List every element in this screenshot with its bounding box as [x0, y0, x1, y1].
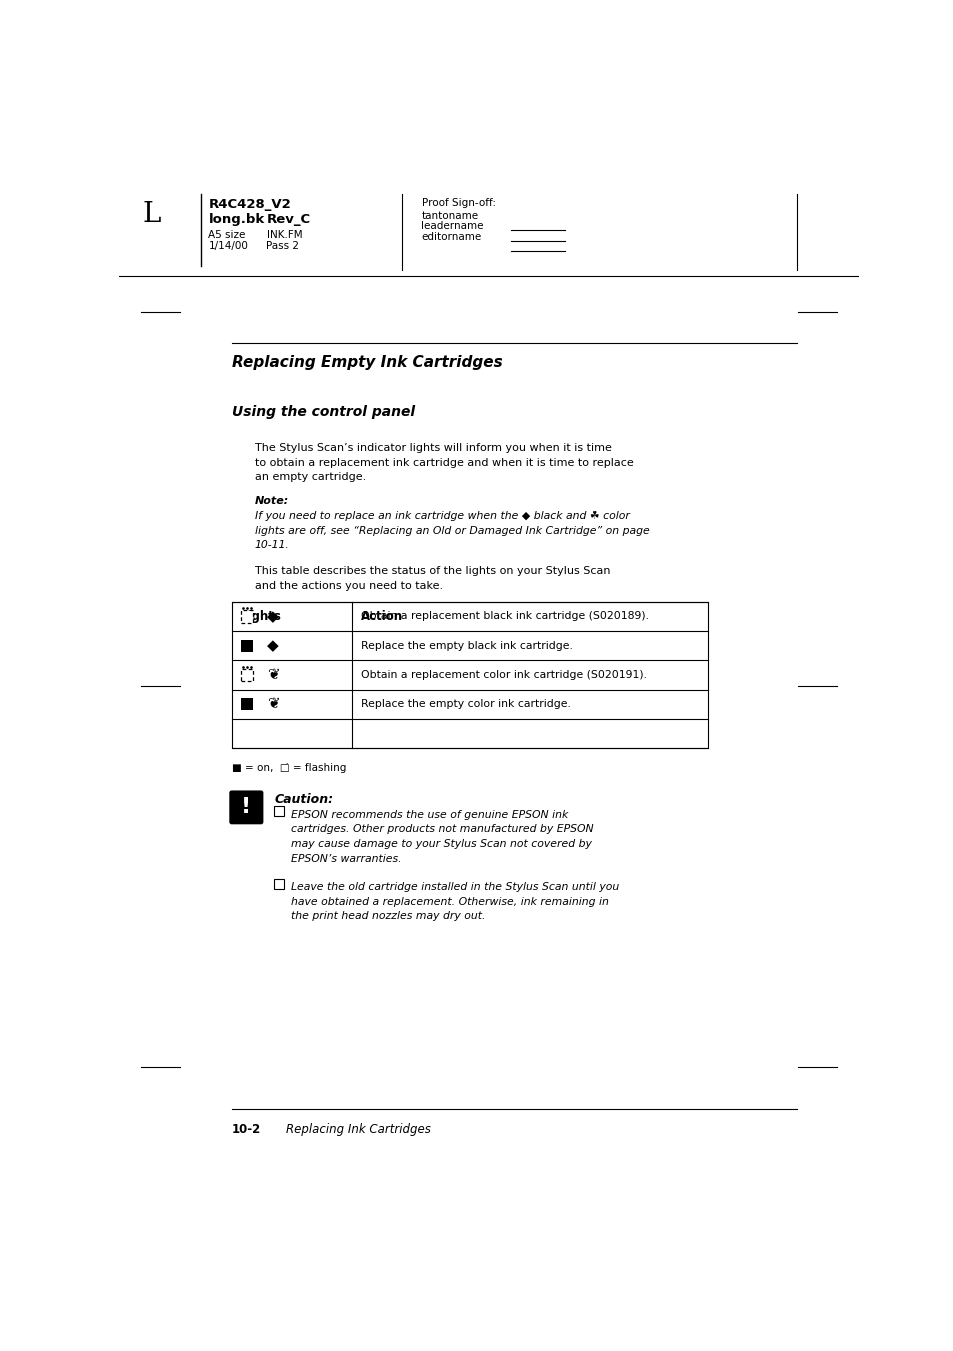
Text: Rev_C: Rev_C [266, 213, 311, 226]
Bar [232, 601, 707, 748]
Text: Using the control panel: Using the control panel [232, 405, 415, 419]
Text: Leave the old cartridge installed in the Stylus Scan until you: Leave the old cartridge installed in the… [291, 882, 618, 892]
Text: an empty cartridge.: an empty cartridge. [254, 473, 366, 482]
Bar [241, 639, 253, 651]
Text: to obtain a replacement ink cartridge and when it is time to replace: to obtain a replacement ink cartridge an… [254, 458, 633, 467]
Text: Replace the empty black ink cartridge.: Replace the empty black ink cartridge. [360, 640, 573, 651]
Text: 10-2: 10-2 [232, 1123, 260, 1136]
Text: the print head nozzles may dry out.: the print head nozzles may dry out. [291, 912, 485, 921]
Text: Obtain a replacement black ink cartridge (S020189).: Obtain a replacement black ink cartridge… [360, 612, 648, 621]
Text: Replace the empty color ink cartridge.: Replace the empty color ink cartridge. [360, 700, 570, 709]
Text: Pass 2: Pass 2 [266, 240, 299, 251]
Bar [241, 611, 253, 623]
Text: editorname: editorname [421, 232, 481, 242]
Text: Replacing Ink Cartridges: Replacing Ink Cartridges [286, 1123, 431, 1136]
Text: long.bk: long.bk [208, 213, 264, 226]
Text: ■ = on,  □̇ = flashing: ■ = on, □̇ = flashing [232, 763, 346, 774]
Text: Lights: Lights [241, 609, 281, 623]
Text: The Stylus Scan’s indicator lights will inform you when it is time: The Stylus Scan’s indicator lights will … [254, 443, 611, 453]
Bar [241, 698, 253, 711]
Text: Caution:: Caution: [274, 793, 333, 805]
Text: R4C428_V2: R4C428_V2 [208, 197, 291, 211]
Text: 1/14/00: 1/14/00 [208, 240, 248, 251]
Text: Proof Sign-off:: Proof Sign-off: [421, 197, 495, 208]
Text: !: ! [241, 797, 252, 817]
Text: cartridges. Other products not manufactured by EPSON: cartridges. Other products not manufactu… [291, 824, 594, 835]
Bar [274, 807, 284, 816]
Text: lights are off, see “Replacing an Old or Damaged Ink Cartridge” on page: lights are off, see “Replacing an Old or… [254, 526, 649, 535]
Text: INK.FM: INK.FM [266, 230, 302, 240]
Text: L: L [142, 201, 161, 228]
Text: Action: Action [360, 609, 403, 623]
Text: Obtain a replacement color ink cartridge (S020191).: Obtain a replacement color ink cartridge… [360, 670, 646, 680]
Text: EPSON’s warranties.: EPSON’s warranties. [291, 854, 401, 863]
Text: Replacing Empty Ink Cartridges: Replacing Empty Ink Cartridges [232, 354, 502, 370]
Text: Note:: Note: [254, 496, 289, 507]
Text: If you need to replace an ink cartridge when the ◆ black and ☘ color: If you need to replace an ink cartridge … [254, 511, 629, 521]
Text: This table describes the status of the lights on your Stylus Scan: This table describes the status of the l… [254, 566, 610, 577]
Text: tantoname: tantoname [421, 211, 478, 220]
Text: and the actions you need to take.: and the actions you need to take. [254, 581, 442, 590]
Text: A5 size: A5 size [208, 230, 246, 240]
Bar [241, 669, 253, 681]
Text: leadername: leadername [421, 222, 483, 231]
Text: have obtained a replacement. Otherwise, ink remaining in: have obtained a replacement. Otherwise, … [291, 897, 609, 907]
Text: ❦: ❦ [267, 697, 280, 712]
Text: may cause damage to your Stylus Scan not covered by: may cause damage to your Stylus Scan not… [291, 839, 592, 848]
Text: ❦: ❦ [267, 667, 280, 682]
Text: EPSON recommends the use of genuine EPSON ink: EPSON recommends the use of genuine EPSO… [291, 809, 568, 820]
FancyBboxPatch shape [229, 790, 263, 824]
Text: ◆: ◆ [267, 638, 278, 653]
Text: ◆: ◆ [267, 609, 278, 624]
Bar [274, 878, 284, 889]
Text: 10-11.: 10-11. [254, 540, 290, 550]
